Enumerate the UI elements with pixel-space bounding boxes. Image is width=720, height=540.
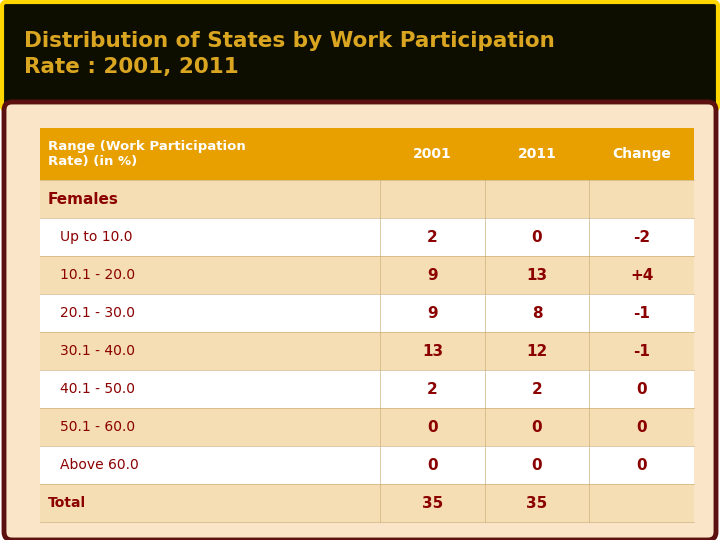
- Text: 35: 35: [526, 496, 548, 510]
- Text: Distribution of States by Work Participation
Rate : 2001, 2011: Distribution of States by Work Participa…: [24, 31, 554, 77]
- Bar: [40, 294, 694, 332]
- Text: 9: 9: [427, 267, 438, 282]
- Text: 2: 2: [531, 381, 542, 396]
- Text: Total: Total: [48, 496, 86, 510]
- Text: 35: 35: [422, 496, 443, 510]
- Text: 20.1 - 30.0: 20.1 - 30.0: [60, 306, 135, 320]
- Bar: [40, 256, 694, 294]
- Text: 10.1 - 20.0: 10.1 - 20.0: [60, 268, 135, 282]
- Text: 12: 12: [526, 343, 548, 359]
- Text: Up to 10.0: Up to 10.0: [60, 230, 132, 244]
- Text: Change: Change: [612, 147, 671, 161]
- Text: 0: 0: [427, 457, 438, 472]
- Bar: [40, 180, 694, 218]
- Bar: [380, 128, 485, 180]
- Text: 0: 0: [532, 457, 542, 472]
- Text: 50.1 - 60.0: 50.1 - 60.0: [60, 420, 135, 434]
- Text: 0: 0: [427, 420, 438, 435]
- FancyBboxPatch shape: [2, 2, 718, 110]
- Bar: [40, 484, 694, 522]
- Bar: [40, 408, 694, 446]
- Text: 2: 2: [427, 230, 438, 245]
- Text: Above 60.0: Above 60.0: [60, 458, 139, 472]
- Text: 30.1 - 40.0: 30.1 - 40.0: [60, 344, 135, 358]
- Text: 40.1 - 50.0: 40.1 - 50.0: [60, 382, 135, 396]
- Bar: [40, 332, 694, 370]
- Bar: [40, 370, 694, 408]
- Text: 8: 8: [532, 306, 542, 321]
- Bar: [485, 128, 590, 180]
- Text: 0: 0: [532, 420, 542, 435]
- Text: -1: -1: [634, 306, 650, 321]
- Text: 9: 9: [427, 306, 438, 321]
- Text: 2001: 2001: [413, 147, 451, 161]
- Text: +4: +4: [630, 267, 653, 282]
- Bar: [40, 128, 380, 180]
- Text: 2011: 2011: [518, 147, 557, 161]
- Bar: [40, 218, 694, 256]
- Text: Range (Work Participation
Rate) (in %): Range (Work Participation Rate) (in %): [48, 140, 246, 168]
- Bar: [40, 446, 694, 484]
- Text: 0: 0: [636, 420, 647, 435]
- Text: Females: Females: [48, 192, 119, 206]
- Text: 2: 2: [427, 381, 438, 396]
- Text: 0: 0: [636, 457, 647, 472]
- Text: -1: -1: [634, 343, 650, 359]
- Text: 0: 0: [636, 381, 647, 396]
- Text: 0: 0: [532, 230, 542, 245]
- FancyBboxPatch shape: [4, 102, 716, 540]
- Text: 13: 13: [526, 267, 548, 282]
- Text: 13: 13: [422, 343, 443, 359]
- Text: -2: -2: [633, 230, 650, 245]
- Bar: [590, 128, 694, 180]
